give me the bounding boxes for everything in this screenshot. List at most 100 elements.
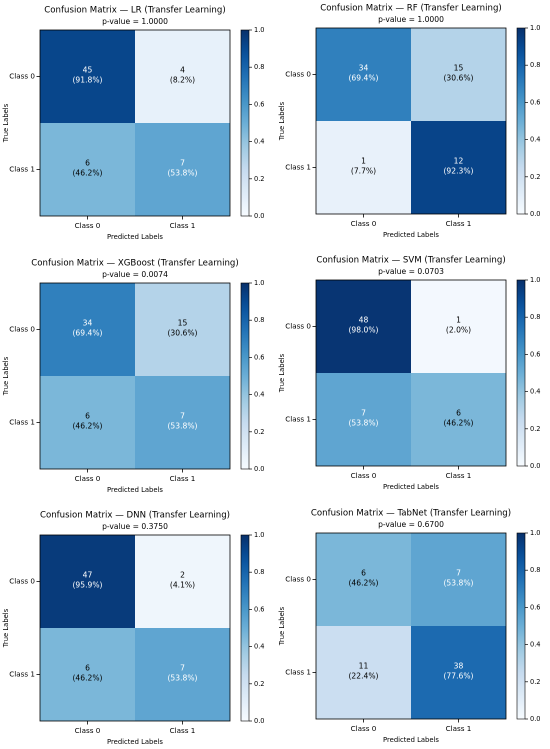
plot-frame	[39, 534, 231, 722]
colorbar-tick-label: 0.2	[530, 425, 541, 433]
cell-percent: (53.8%)	[348, 419, 378, 428]
colorbar-tick-label: 1.0	[530, 529, 541, 537]
chart-subtitle: p-value = 0.6700	[378, 520, 444, 529]
cell-percent: (53.8%)	[167, 169, 197, 178]
confusion-matrix-panel: Confusion Matrix — SVM (Transfer Learnin…	[278, 256, 541, 492]
cell-percent: (4.1%)	[170, 581, 195, 590]
colorbar	[240, 534, 250, 722]
matrix-cell	[316, 373, 411, 466]
y-tick-label: Class 0	[285, 575, 311, 584]
colorbar	[240, 282, 250, 470]
colorbar-tick-label: 0.4	[254, 643, 265, 651]
y-axis-label: True Labels	[278, 101, 286, 141]
y-tick-label: Class 1	[285, 415, 311, 424]
matrix-cell	[40, 628, 135, 721]
chart-title: Confusion Matrix — TabNet (Transfer Lear…	[311, 509, 511, 519]
x-axis-label: Predicted Labels	[107, 486, 163, 494]
cell-percent: (46.2%)	[72, 674, 102, 683]
matrix-cell	[40, 123, 135, 216]
cell-percent: (53.8%)	[443, 579, 473, 588]
matrix-cell	[411, 121, 506, 214]
cell-count: 2	[180, 571, 185, 580]
confusion-matrix-panel: Confusion Matrix — DNN (Transfer Learnin…	[2, 511, 265, 747]
cell-count: 15	[178, 319, 188, 328]
cell-count: 1	[361, 157, 366, 166]
matrix-cell	[316, 626, 411, 719]
colorbar-tick-label: 0.6	[530, 350, 541, 358]
matrix-cell	[411, 280, 506, 373]
y-axis-label: True Labels	[2, 103, 10, 143]
colorbar-tick-label: 0.4	[254, 138, 265, 146]
y-tick-label: Class 1	[9, 165, 35, 174]
chart-title: Confusion Matrix — RF (Transfer Learning…	[320, 4, 502, 14]
y-tick-label: Class 1	[285, 668, 311, 677]
matrix-cell	[135, 376, 230, 469]
x-tick-label: Class 0	[351, 471, 377, 480]
cell-percent: (69.4%)	[348, 74, 378, 83]
cell-percent: (98.0%)	[348, 326, 378, 335]
y-tick-label: Class 0	[285, 322, 311, 331]
colorbar-tick-label: 0.0	[530, 462, 541, 470]
x-axis-label: Predicted Labels	[383, 483, 439, 491]
colorbar	[516, 532, 526, 720]
cell-count: 7	[180, 664, 185, 673]
cell-count: 7	[180, 412, 185, 421]
colorbar-tick-label: 0.0	[530, 715, 541, 723]
matrix-cell	[316, 533, 411, 626]
matrix-cell	[40, 376, 135, 469]
colorbar-tick-label: 0.2	[254, 680, 265, 688]
plot-frame	[39, 282, 231, 470]
cell-percent: (30.6%)	[167, 329, 197, 338]
cell-percent: (91.8%)	[72, 76, 102, 85]
cell-count: 1	[456, 316, 461, 325]
cell-count: 15	[454, 64, 464, 73]
colorbar-tick-label: 0.2	[254, 428, 265, 436]
cell-count: 6	[85, 664, 90, 673]
cell-percent: (92.3%)	[443, 167, 473, 176]
cell-percent: (2.0%)	[446, 326, 471, 335]
x-tick-label: Class 0	[75, 221, 101, 230]
colorbar-tick-label: 0.6	[530, 603, 541, 611]
chart-subtitle: p-value = 0.3750	[102, 522, 168, 531]
plot-frame	[315, 279, 507, 467]
chart-subtitle: p-value = 0.0703	[378, 267, 444, 276]
cell-count: 12	[454, 157, 464, 166]
matrix-cell	[411, 373, 506, 466]
y-tick-label: Class 1	[9, 418, 35, 427]
cell-percent: (8.2%)	[170, 76, 195, 85]
colorbar-tick-label: 0.8	[530, 566, 541, 574]
cell-count: 38	[454, 662, 464, 671]
plot-frame	[315, 532, 507, 720]
chart-title: Confusion Matrix — LR (Transfer Learning…	[44, 6, 225, 16]
plot-frame	[315, 27, 507, 215]
x-tick-label: Class 0	[75, 474, 101, 483]
y-axis-label: True Labels	[2, 356, 10, 396]
x-axis-label: Predicted Labels	[107, 233, 163, 241]
cell-percent: (46.2%)	[72, 169, 102, 178]
chart-title: Confusion Matrix — SVM (Transfer Learnin…	[316, 256, 505, 266]
colorbar-tick-label: 0.2	[530, 173, 541, 181]
colorbar-tick-label: 1.0	[530, 24, 541, 32]
y-tick-label: Class 1	[9, 670, 35, 679]
cell-count: 48	[359, 316, 369, 325]
cell-count: 6	[456, 409, 461, 418]
colorbar	[516, 279, 526, 467]
matrix-cell	[316, 28, 411, 121]
x-tick-label: Class 1	[446, 724, 472, 733]
colorbar-tick-label: 0.6	[530, 98, 541, 106]
cell-count: 34	[359, 64, 369, 73]
chart-subtitle: p-value = 1.0000	[378, 15, 444, 24]
colorbar	[516, 27, 526, 215]
cell-percent: (77.6%)	[443, 672, 473, 681]
x-tick-label: Class 1	[446, 219, 472, 228]
y-tick-label: Class 0	[9, 72, 35, 81]
cell-percent: (95.9%)	[72, 581, 102, 590]
matrix-cell	[135, 283, 230, 376]
y-axis-label: True Labels	[278, 606, 286, 646]
matrix-cell	[411, 533, 506, 626]
colorbar-tick-label: 0.6	[254, 100, 265, 108]
colorbar-tick-label: 0.0	[254, 212, 265, 220]
confusion-matrix-panel: Confusion Matrix — TabNet (Transfer Lear…	[278, 509, 541, 745]
colorbar-tick-label: 1.0	[530, 276, 541, 284]
